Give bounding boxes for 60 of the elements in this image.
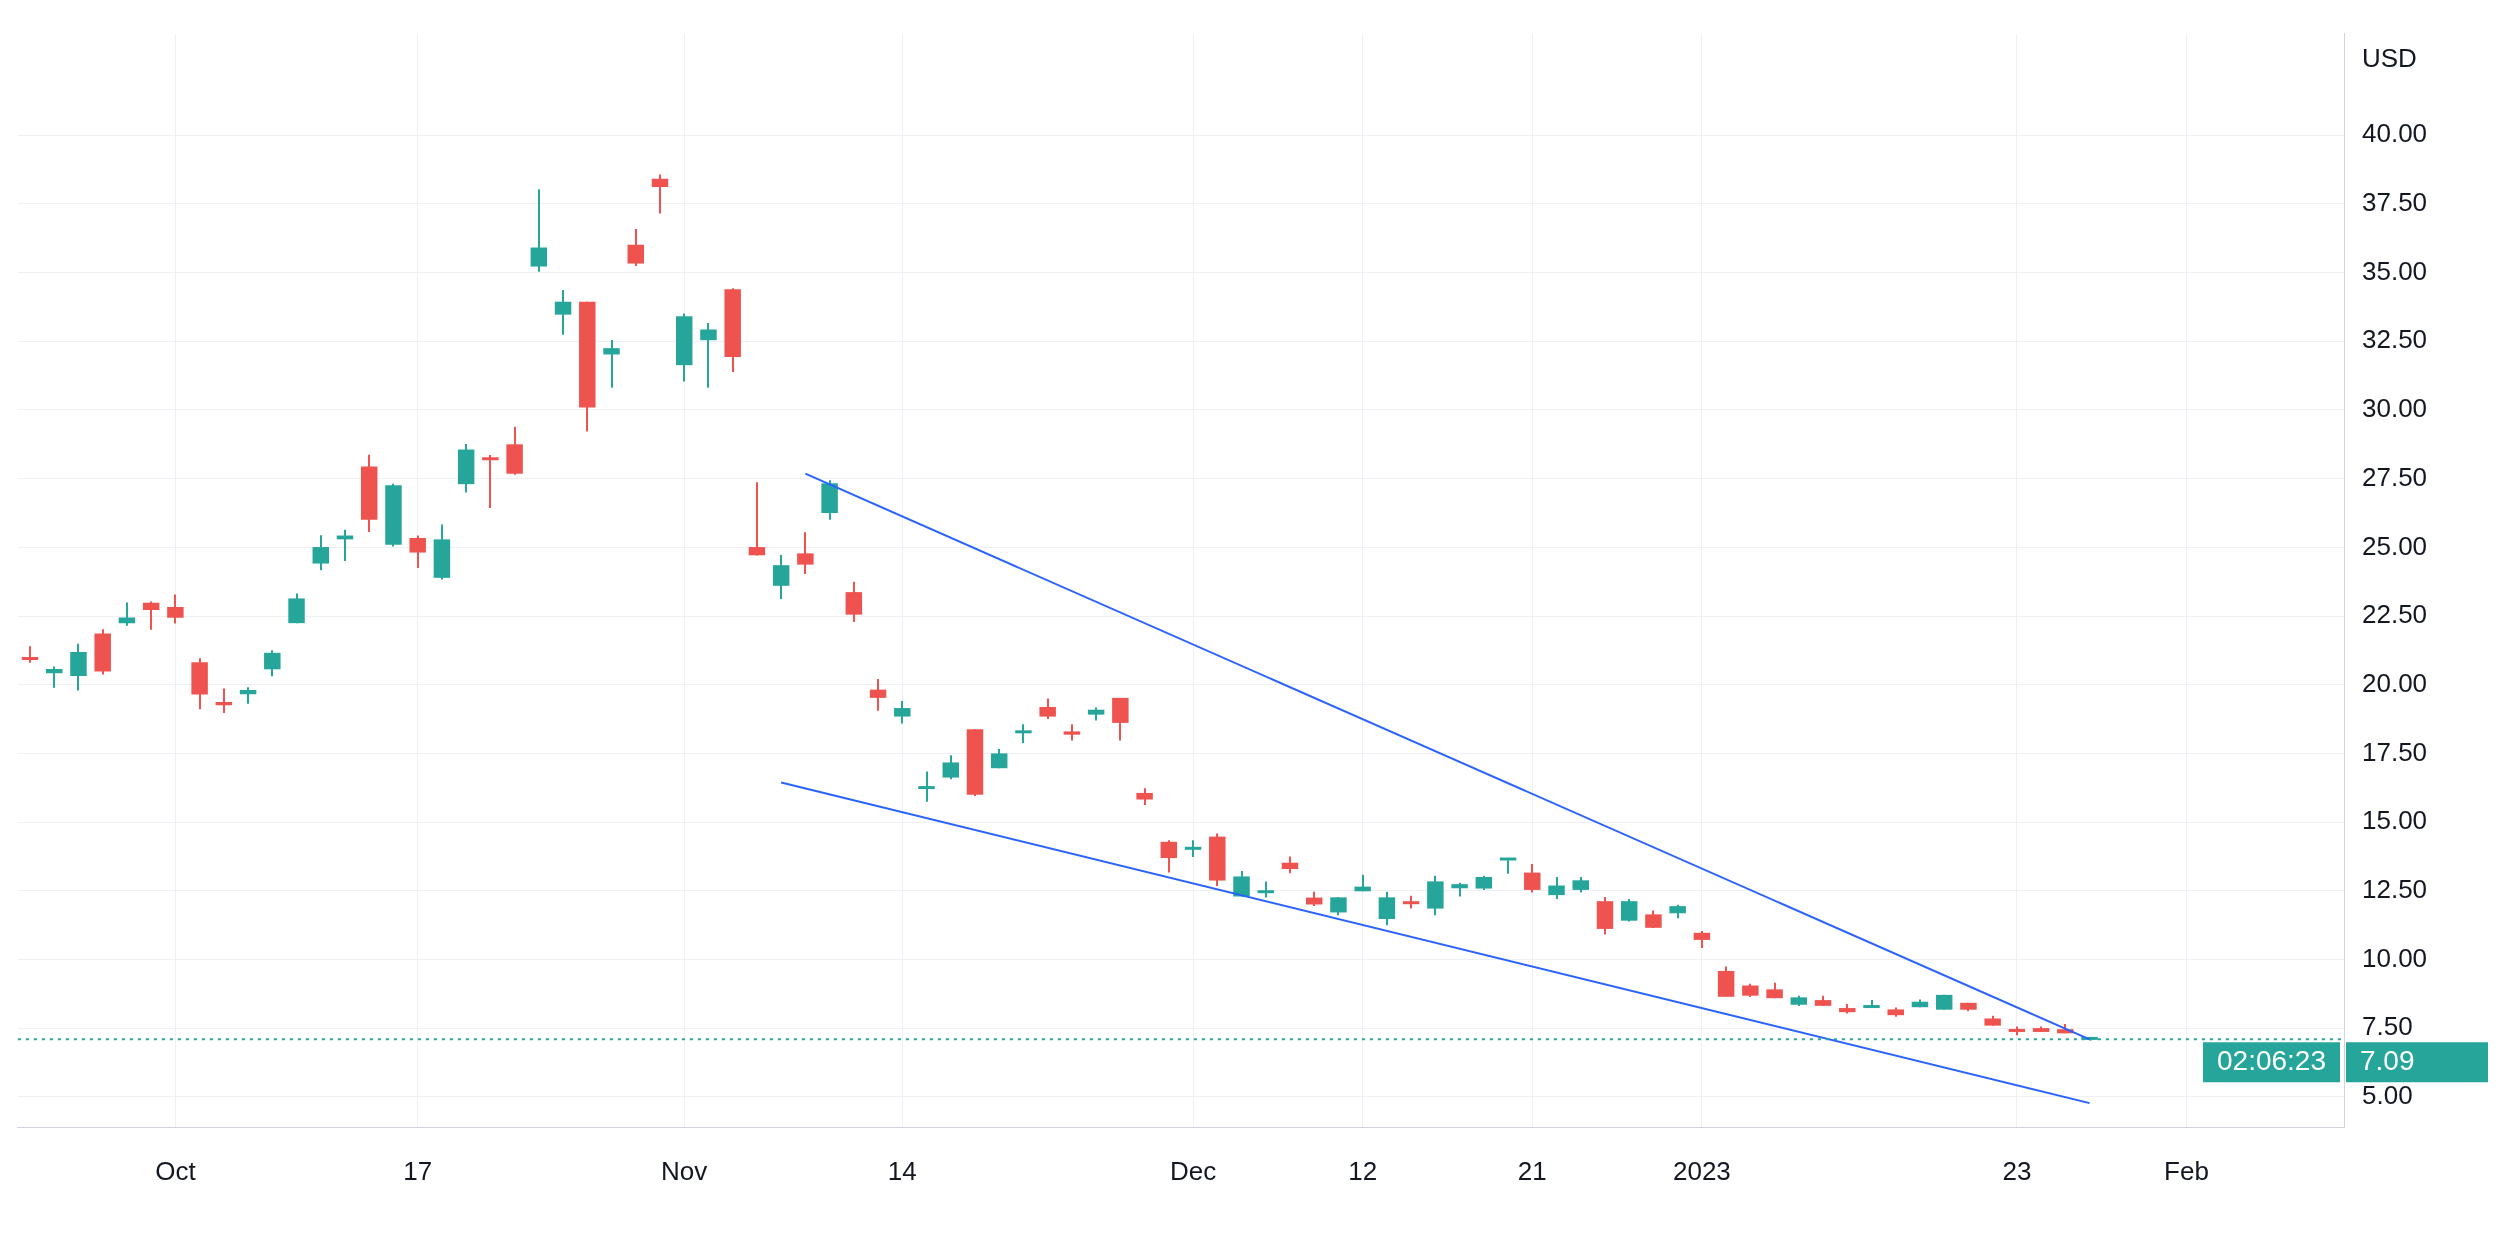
x-tick-label: 21 <box>1517 1155 1547 1186</box>
y-tick-label: 15.00 <box>2362 805 2428 836</box>
candlestick <box>942 754 959 781</box>
candlestick <box>1548 876 1565 900</box>
x-tick-label: 2023 <box>1672 1155 1731 1186</box>
candlestick <box>554 288 572 336</box>
candlestick <box>627 227 644 268</box>
x-tick-label: Nov <box>661 1155 708 1186</box>
candlestick <box>869 677 887 712</box>
candlestick <box>312 534 329 572</box>
candlestick <box>530 188 548 273</box>
y-tick-label: 22.50 <box>2362 599 2428 630</box>
x-tick-label: 17 <box>403 1155 433 1186</box>
y-tick-label: 35.00 <box>2362 255 2428 286</box>
y-tick-label: 7.50 <box>2362 1011 2413 1042</box>
x-tick-label: Feb <box>2164 1155 2209 1186</box>
annotation: 02:06:23 <box>2217 1045 2327 1077</box>
candlestick <box>142 600 160 631</box>
candlestick <box>1015 723 1032 744</box>
y-tick-label: 25.00 <box>2362 530 2428 561</box>
x-tick-label: 14 <box>887 1155 917 1186</box>
candlestick <box>797 531 814 575</box>
candlestick <box>264 649 281 678</box>
candlestick <box>70 642 87 692</box>
candlestick <box>700 321 717 389</box>
y-tick-label: 10.00 <box>2362 942 2428 973</box>
candlestick <box>1620 897 1638 923</box>
y-tick-label: 17.50 <box>2362 736 2428 767</box>
candlestick <box>748 481 766 557</box>
candlestick <box>772 554 790 600</box>
y-axis-title: USD <box>2362 43 2417 74</box>
candlestick <box>1039 697 1056 721</box>
candlestick <box>894 699 911 725</box>
x-tick-label: 12 <box>1348 1155 1378 1186</box>
y-tick-label: 12.50 <box>2362 873 2428 904</box>
candlestick <box>1378 890 1396 927</box>
candlestick <box>651 173 669 215</box>
x-tick-label: Oct <box>155 1155 197 1186</box>
y-tick-label: 40.00 <box>2362 118 2428 149</box>
candlestick <box>482 454 499 510</box>
candlestick <box>409 534 426 569</box>
candlestick <box>918 770 935 803</box>
candlestick <box>45 665 63 689</box>
y-tick-label: 30.00 <box>2362 393 2428 424</box>
candlestick <box>118 601 136 627</box>
y-tick-label: 32.50 <box>2362 324 2428 355</box>
y-tick-label: 27.50 <box>2362 461 2428 492</box>
candlestick <box>1160 839 1178 874</box>
candlestick <box>167 593 184 625</box>
candlestick <box>603 338 620 389</box>
x-tick-label: 23 <box>2002 1155 2032 1186</box>
candlestick <box>1499 857 1517 875</box>
y-tick-label: 20.00 <box>2362 667 2428 698</box>
candlestick <box>1233 869 1250 898</box>
candlestick <box>1524 863 1541 894</box>
x-tick-label: Dec <box>1169 1155 1217 1186</box>
y-tick-label: 37.50 <box>2362 187 2428 218</box>
y-tick-label: 5.00 <box>2362 1079 2413 1110</box>
ref-line-label: 7.09 <box>2360 1045 2415 1077</box>
candlestick <box>845 580 863 624</box>
